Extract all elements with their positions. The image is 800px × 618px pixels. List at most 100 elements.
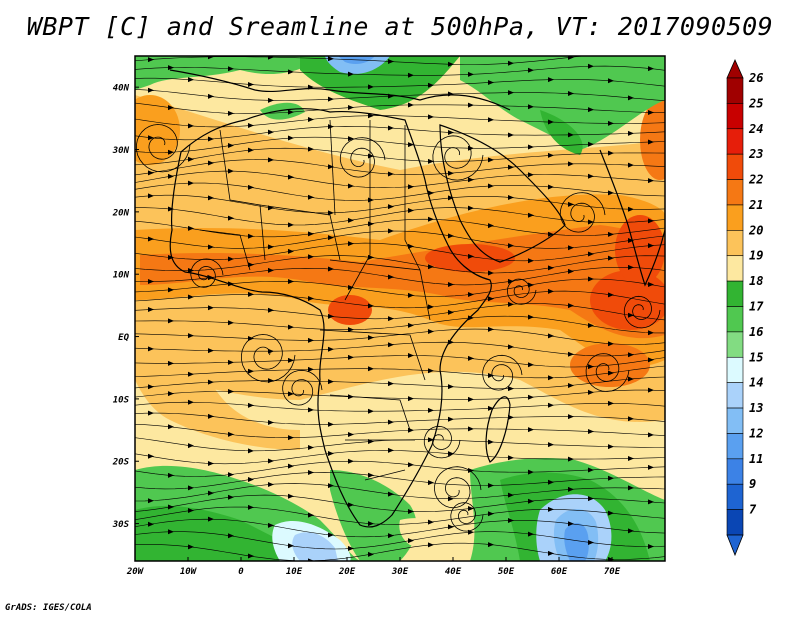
streamline-arrow xyxy=(448,282,454,288)
streamline-arrow xyxy=(148,135,154,141)
streamline-arrow xyxy=(208,56,214,60)
streamline-arrow xyxy=(368,408,374,414)
lat-label: 30S xyxy=(112,520,130,530)
streamline-arrow xyxy=(348,354,354,360)
streamline-arrow xyxy=(508,455,514,461)
streamline-arrow xyxy=(428,114,434,120)
colorbar-label: 14 xyxy=(749,376,763,390)
streamline-arrow xyxy=(468,315,474,321)
streamline-arrow xyxy=(408,142,414,148)
streamline-arrow xyxy=(188,225,194,231)
streamline-arrow xyxy=(348,136,354,142)
africa-coastline xyxy=(169,108,492,528)
lat-label: 40N xyxy=(113,84,130,94)
streamline-arrow xyxy=(548,375,554,381)
streamline-arrow xyxy=(588,429,594,435)
colorbar-swatch xyxy=(726,255,744,282)
streamline-arrow xyxy=(508,194,514,200)
streamline-arrow xyxy=(308,116,314,122)
streamline-arrow xyxy=(628,455,634,461)
streamline-arrow xyxy=(168,529,174,535)
streamline-arrow xyxy=(408,72,414,78)
streamline-arrow xyxy=(268,97,274,103)
streamline-arrow xyxy=(268,129,274,135)
streamline-vortex xyxy=(240,334,296,383)
streamline-arrow xyxy=(608,231,614,237)
streamline-arrow xyxy=(288,69,294,75)
streamline xyxy=(135,303,665,321)
streamline-arrow xyxy=(248,504,254,510)
streamline-arrow xyxy=(288,357,294,363)
streamline-arrow xyxy=(508,301,514,307)
streamline-arrow xyxy=(368,84,374,90)
streamline-arrow xyxy=(568,382,574,388)
streamline-arrow xyxy=(388,316,394,322)
streamline-arrow xyxy=(628,162,634,168)
streamline-arrow xyxy=(508,278,514,284)
streamline-arrow xyxy=(488,511,494,517)
streamline-arrow xyxy=(488,183,494,189)
streamline-arrow xyxy=(548,479,554,485)
streamline xyxy=(135,170,665,189)
streamline-arrow xyxy=(248,553,254,559)
streamline-arrow xyxy=(608,510,614,516)
streamline-arrow xyxy=(468,177,474,183)
colorbar-label: 21 xyxy=(748,198,763,212)
streamline-arrow xyxy=(308,295,314,301)
streamline-arrow xyxy=(448,451,454,457)
streamline xyxy=(135,136,665,153)
streamline-arrow xyxy=(188,399,194,405)
streamline-arrow xyxy=(208,413,214,419)
streamline-arrow xyxy=(548,506,554,512)
streamline-arrow xyxy=(608,190,614,196)
streamline-arrow xyxy=(368,335,374,341)
streamline xyxy=(135,494,665,512)
streamline-arrow xyxy=(508,414,514,420)
streamline-vortex xyxy=(482,354,523,391)
streamline xyxy=(135,125,665,141)
streamline-arrow xyxy=(388,533,394,539)
streamline-arrow xyxy=(288,543,294,549)
streamline-arrow xyxy=(328,483,334,489)
colorbar-label: 24 xyxy=(748,122,763,136)
streamline xyxy=(135,506,665,525)
streamline xyxy=(135,207,665,226)
streamline-arrow xyxy=(628,485,634,491)
streamline-arrow xyxy=(188,123,194,129)
lat-label: 20S xyxy=(112,458,130,468)
streamline-vortex xyxy=(282,369,323,406)
streamline-arrow xyxy=(348,284,354,290)
streamline-arrow xyxy=(628,130,634,136)
streamline-arrow xyxy=(648,464,654,470)
streamline-arrow xyxy=(168,391,174,397)
streamline-vortex xyxy=(623,295,661,329)
streamline-arrow xyxy=(248,233,254,239)
streamline-arrow xyxy=(148,57,154,63)
colorbar-top-arrow xyxy=(726,59,744,79)
streamline-arrow xyxy=(408,292,414,298)
arabia-coastline xyxy=(439,124,566,263)
streamline-arrow xyxy=(188,508,194,514)
streamline-arrow xyxy=(188,443,194,449)
lon-label: 10E xyxy=(286,567,303,577)
streamline xyxy=(135,230,665,249)
streamline-arrow xyxy=(528,394,534,400)
lat-label: EQ xyxy=(118,333,129,343)
streamline-arrow xyxy=(588,251,594,257)
streamline xyxy=(135,115,665,128)
streamline-arrow xyxy=(588,219,594,225)
streamline-arrow xyxy=(648,218,654,224)
streamline-arrow xyxy=(488,117,494,123)
streamline xyxy=(135,471,665,490)
streamline-arrow xyxy=(188,371,194,377)
streamline-arrow xyxy=(488,270,494,276)
streamline-arrow xyxy=(308,512,314,518)
streamline-arrow xyxy=(548,333,554,339)
colorbar-swatch xyxy=(726,77,744,104)
streamline-arrow xyxy=(448,524,454,530)
streamline-arrow xyxy=(488,326,494,332)
streamline-arrow xyxy=(268,157,274,163)
streamline-arrow xyxy=(468,292,474,298)
streamline-arrow xyxy=(528,104,534,110)
streamline-arrow xyxy=(248,336,254,342)
